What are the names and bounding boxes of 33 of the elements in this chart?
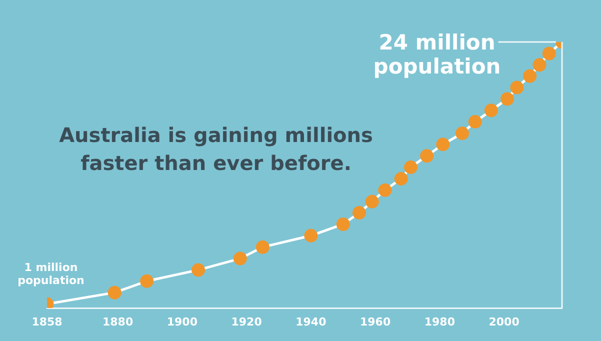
point bbox=[542, 46, 556, 60]
x-tick-label: 1980 bbox=[424, 315, 456, 328]
x-tick-label: 1920 bbox=[231, 315, 262, 328]
point bbox=[233, 252, 247, 266]
point bbox=[436, 138, 450, 152]
annotation: 1 million population bbox=[18, 260, 84, 287]
x-tick-label: 1858 bbox=[32, 315, 62, 328]
point bbox=[484, 104, 498, 118]
point bbox=[523, 69, 537, 83]
x-tick-label: 1900 bbox=[166, 315, 198, 328]
point bbox=[336, 217, 350, 231]
point bbox=[304, 228, 318, 242]
x-tick-label: 2000 bbox=[488, 315, 520, 328]
point bbox=[455, 126, 469, 140]
x-tick-label: 1880 bbox=[102, 315, 134, 328]
point bbox=[468, 115, 482, 129]
text: Australia is gaining millions faster than ever before. bbox=[59, 123, 373, 175]
point bbox=[256, 240, 270, 254]
point bbox=[140, 274, 154, 288]
point bbox=[532, 58, 546, 72]
point bbox=[352, 206, 366, 220]
x-tick-label: 1940 bbox=[296, 315, 327, 328]
annotation: 24 million population bbox=[373, 30, 501, 78]
point bbox=[192, 263, 206, 277]
point bbox=[378, 183, 392, 197]
point bbox=[108, 286, 122, 300]
point bbox=[510, 80, 524, 94]
point bbox=[404, 160, 418, 174]
x-tick-label: 1960 bbox=[360, 315, 391, 328]
point bbox=[420, 149, 434, 163]
point bbox=[500, 92, 514, 106]
point bbox=[394, 172, 408, 186]
point bbox=[365, 194, 379, 208]
